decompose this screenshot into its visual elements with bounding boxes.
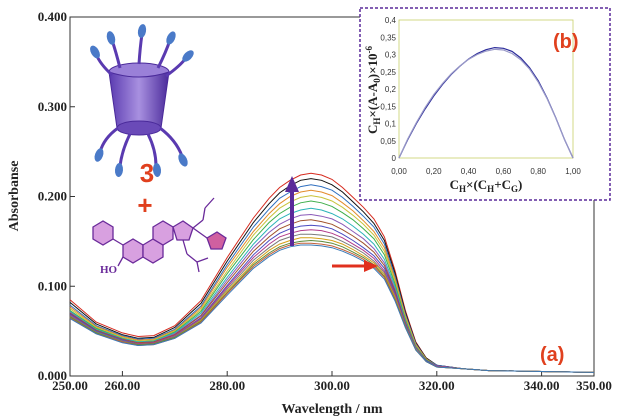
spectrum-line-5 xyxy=(69,195,595,373)
inset-x-tick-labels: 0,00 0,20 0,40 0,60 0,80 1,00 xyxy=(391,167,581,176)
inset-plot-frame xyxy=(398,19,574,159)
spectrum-line-6 xyxy=(69,200,595,373)
arrow-up-icon xyxy=(285,176,299,246)
inset-y-tick-label: 0,35 xyxy=(380,33,396,42)
main-axis-ticks xyxy=(69,16,595,377)
y-axis-title: Absorbanse xyxy=(7,161,22,232)
inset-x-tick-label: 0,20 xyxy=(426,167,442,176)
inset-y-tick-label: 0 xyxy=(392,154,397,163)
inset-plot-series xyxy=(398,46,574,159)
inset-x-tick-label: 0,00 xyxy=(391,167,407,176)
y-tick-label: 0.400 xyxy=(38,9,67,24)
x-axis-title: Wavelength / nm xyxy=(281,402,382,416)
inset-x-axis-title: CH×(CH+CG) xyxy=(450,177,523,194)
main-x-tick-labels: 250.00 260.00 280.00 300.00 320.00 340.00 350.… xyxy=(52,378,612,393)
x-tick-label: 340.00 xyxy=(524,378,560,393)
steroid-molecule-icon xyxy=(92,197,227,273)
cyclodextrin-icon xyxy=(90,24,194,177)
ho-label: HO xyxy=(100,264,118,276)
inset-y-tick-label: 0,2 xyxy=(385,85,397,94)
x-tick-label: 250.00 xyxy=(52,378,88,393)
inset-y-tick-label: 0,1 xyxy=(385,120,397,129)
x-tick-label: 260.00 xyxy=(105,378,141,393)
inset-y-tick-label: 0,05 xyxy=(380,137,396,146)
spectrum-line-8 xyxy=(69,213,595,373)
inset-x-tick-label: 0,60 xyxy=(496,167,512,176)
inset-y-tick-label: 0,4 xyxy=(385,16,397,25)
inset-border xyxy=(359,7,611,201)
spectrum-line-2 xyxy=(69,178,595,373)
y-tick-label: 0.300 xyxy=(38,99,67,114)
inset-y-tick-label: 0,15 xyxy=(380,102,396,111)
inset-y-tick-label: 0,3 xyxy=(385,51,397,60)
inset-x-tick-label: 0,40 xyxy=(461,167,477,176)
inset-y-tick-labels: 0 0,05 0,1 0,15 0,2 0,25 0,3 0,35 0,4 xyxy=(380,16,396,163)
x-tick-label: 300.00 xyxy=(314,378,350,393)
inset-x-tick-label: 1,00 xyxy=(565,167,581,176)
spectrum-line-16 xyxy=(69,244,595,373)
x-tick-label: 350.00 xyxy=(576,378,612,393)
main-y-tick-labels: 0.000 0.100 0.200 0.300 0.400 xyxy=(38,9,67,383)
compound-number: 3 xyxy=(140,158,154,188)
main-plot-series xyxy=(69,172,595,373)
inset-y-axis-title: CH×(A-A0)×10-6 xyxy=(364,46,382,134)
inset-x-tick-label: 0,80 xyxy=(530,167,546,176)
y-tick-label: 0.100 xyxy=(38,278,67,293)
job-plot-line-2 xyxy=(398,48,574,159)
arrow-right-icon xyxy=(332,260,378,272)
y-tick-label: 0.000 xyxy=(38,368,67,383)
spectrum-line-4 xyxy=(69,189,595,373)
inset-y-tick-label: 0,25 xyxy=(380,68,396,77)
x-tick-label: 280.00 xyxy=(209,378,245,393)
panel-label-b: (b) xyxy=(553,31,579,53)
panel-label-a: (a) xyxy=(540,344,564,366)
x-tick-label: 320.00 xyxy=(419,378,455,393)
spectrum-line-15 xyxy=(69,242,595,373)
plus-sign: + xyxy=(137,190,152,220)
y-tick-label: 0.200 xyxy=(38,189,67,204)
